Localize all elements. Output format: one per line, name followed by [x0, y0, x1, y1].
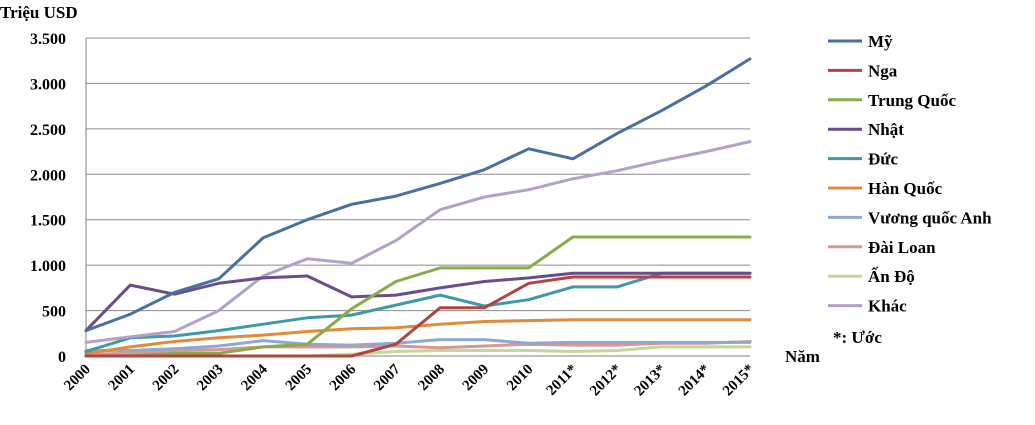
- legend-entry: Vương quốc Anh: [868, 208, 992, 227]
- x-tick-label: 2012*: [587, 362, 625, 400]
- y-tick-label: 1.000: [30, 258, 66, 275]
- legend-entry: Hàn Quốc: [868, 179, 943, 198]
- y-tick-label: 3.000: [30, 76, 66, 93]
- x-tick-label: 2001: [106, 362, 139, 395]
- series-line: [84, 57, 752, 333]
- y-tick-label: 0: [58, 349, 66, 366]
- y-tick-label: 2.500: [30, 122, 66, 139]
- legend-entry: Nhật: [868, 120, 904, 139]
- x-axis-label: Năm: [785, 347, 820, 366]
- x-tick-label: 2003: [194, 362, 227, 395]
- legend-entry: Khác: [868, 297, 907, 316]
- x-tick-label: 2008: [415, 362, 448, 395]
- y-tick-label: 3.500: [30, 31, 66, 48]
- y-tick-label: 2.000: [30, 167, 66, 184]
- legend-entry: Nga: [868, 61, 898, 80]
- legend-entry: Đài Loan: [868, 238, 936, 257]
- series-line: [84, 140, 752, 344]
- x-tick-label: 2010: [504, 362, 537, 395]
- gridlines: [86, 37, 750, 357]
- x-tick-labels: 2000 2001 2002 2003 2004 2005 2006 2007 2008 2009…: [61, 361, 758, 399]
- axes: [85, 38, 750, 357]
- series-line: [84, 235, 752, 358]
- legend-entry: Mỹ: [868, 32, 893, 51]
- series-line: [84, 271, 752, 333]
- legend-note: *: Ước: [833, 328, 882, 347]
- x-tick-label: 2000: [61, 362, 94, 395]
- x-tick-label: 2007: [371, 361, 404, 394]
- x-tick-label: 2009: [460, 362, 493, 395]
- x-tick-label: 2004: [238, 361, 271, 394]
- series-line: [84, 275, 752, 358]
- series-lines: [84, 57, 752, 358]
- legend: Mỹ Nga Trung Quốc Nhật Đức Hàn Quốc Vương quốc…: [828, 32, 992, 316]
- x-tick-label: 2006: [327, 361, 360, 394]
- x-tick-label: 2005: [283, 362, 316, 395]
- y-tick-label: 500: [42, 304, 66, 321]
- x-tick-label: 2013*: [631, 362, 669, 400]
- x-tick-label: 2015*: [720, 362, 758, 400]
- y-tick-label: 1.500: [30, 213, 66, 230]
- series-line: [84, 340, 752, 356]
- x-tick-label: 2011*: [544, 362, 581, 399]
- x-tick-label: 2014*: [676, 362, 714, 400]
- legend-entry: Đức: [868, 150, 898, 169]
- y-tick-labels: 0 500 1.000 1.500 2.000 2.500 3.000 3.500: [30, 31, 66, 366]
- y-axis-label: Triệu USD: [0, 3, 78, 22]
- series-line: [84, 338, 752, 352]
- legend-entry: Trung Quốc: [868, 91, 956, 110]
- legend-entry: Ấn Độ: [868, 267, 915, 286]
- x-tick-label: 2002: [150, 362, 183, 395]
- series-line: [84, 271, 752, 353]
